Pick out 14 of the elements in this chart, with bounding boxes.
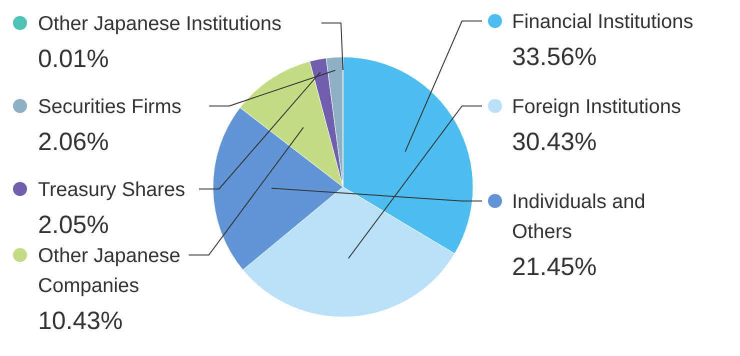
legend-label: Treasury Shares	[38, 179, 186, 201]
legend-label: Foreign Institutions	[512, 96, 681, 118]
legend-label: Securities Firms	[38, 96, 182, 118]
data-label: 21.45%	[512, 253, 597, 281]
data-label: 33.56%	[512, 43, 597, 71]
data-label: 10.43%	[38, 307, 123, 335]
legend-label: Financial Institutions	[512, 11, 694, 33]
data-label: 30.43%	[512, 128, 597, 156]
data-label: 0.01%	[38, 45, 109, 73]
data-label: 2.05%	[38, 211, 109, 239]
legend-label: Other Japanese Institutions	[38, 13, 282, 35]
data-label: 2.06%	[38, 128, 109, 156]
legend-label: Other Japanese Companies	[38, 245, 180, 297]
legend-label: Individuals and Others	[512, 191, 646, 243]
